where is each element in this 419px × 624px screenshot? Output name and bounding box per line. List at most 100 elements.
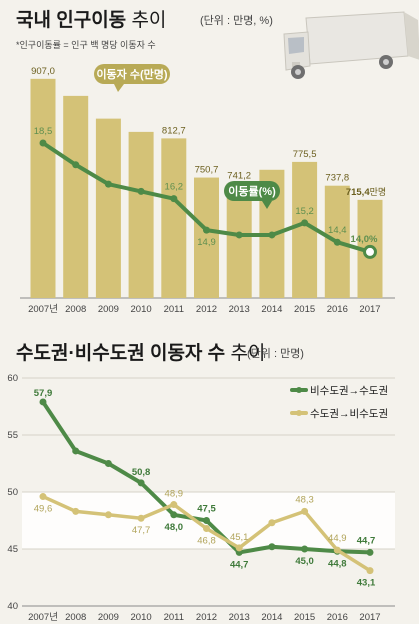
y-tick-label: 55: [7, 430, 18, 441]
bottom-chart-svg: 60 55 50 45 40 57,9 50,8 48,0 47,5 44,7 45,0 44,8 4…: [7, 373, 395, 623]
x-tick-label: 2013: [229, 612, 250, 623]
bar-value-label: 715,4만명: [346, 187, 386, 198]
rate-value-label: 14,4: [328, 225, 347, 236]
rate-point: [301, 219, 309, 227]
x-tick-label: 2012: [196, 304, 217, 315]
series-point: [170, 511, 178, 519]
series-value-label: 47,5: [197, 504, 216, 515]
y-tick-label: 45: [7, 544, 18, 555]
top-chart-svg: 907,0 812,7 750,7 741,2 775,5 737,8 715,4만명 18…: [20, 11, 419, 315]
x-tick-label: 2014: [261, 304, 282, 315]
series-point: [39, 398, 47, 406]
y-tick-label: 50: [7, 487, 18, 498]
series-value-label: 49,6: [34, 504, 53, 515]
legend-bar-label: 이동자 수(만명): [96, 67, 167, 81]
rate-value-label: 15,2: [295, 206, 314, 217]
rate-point: [72, 161, 80, 169]
x-tick-label: 2010: [131, 612, 152, 623]
x-tick-label: 2016: [327, 304, 348, 315]
series-point: [203, 524, 210, 532]
bar-value-label: 775,5: [293, 149, 317, 160]
chart-title-main: 국내 인구이동: [16, 10, 127, 31]
rate-point: [363, 244, 377, 259]
legend-line-label: 이동률(%): [228, 184, 276, 198]
series-point: [301, 507, 309, 515]
legend-line-callout: 이동률(%): [224, 181, 280, 209]
x-tick-label: 2007년: [28, 304, 58, 315]
bar: [63, 95, 89, 298]
series-point: [137, 479, 145, 487]
series-value-label: 44,7: [357, 535, 376, 546]
series-point: [104, 511, 112, 519]
series-value-label: 45,1: [230, 532, 249, 543]
capital-region-chart: 수도권·비수도권 이동자 수 추이 (단위 : 만명) 60 55 50 45 40 5…: [0, 326, 419, 624]
series-point: [137, 514, 145, 522]
chart2-title: 수도권·비수도권 이동자 수 추이: [16, 338, 265, 365]
rate-point: [268, 231, 276, 239]
series-value-label: 57,9: [34, 388, 53, 399]
x-tick-label: 2011: [164, 612, 184, 623]
series-point: [366, 548, 374, 556]
x-tick-label: 2017: [359, 304, 380, 315]
bar: [161, 138, 187, 298]
bar: [95, 118, 121, 298]
series-value-label: 50,8: [132, 467, 151, 478]
rate-point: [333, 238, 341, 246]
population-movement-chart: 국내 인구이동 추이 (단위 : 만명, %) *인구이동률 = 인구 백 명당…: [16, 5, 419, 315]
chart-title: 국내 인구이동 추이: [16, 5, 166, 32]
rate-value-label: 16,2: [165, 182, 184, 193]
series-point: [268, 543, 276, 551]
series-value-label: 45,0: [295, 556, 314, 567]
series-point: [72, 447, 80, 455]
x-tick-label: 2015: [294, 612, 315, 623]
series-value-label: 48,0: [165, 522, 184, 533]
y-tick-label: 40: [7, 601, 18, 612]
x-tick-label: 2009: [98, 304, 119, 315]
x-tick-label: 2008: [65, 612, 86, 623]
rate-point: [170, 195, 178, 203]
series-point: [203, 517, 210, 524]
y-tick-label: 60: [7, 373, 18, 384]
series-point: [39, 493, 47, 501]
rate-value-label: 14,0%: [351, 234, 378, 245]
series-value-label: 44,7: [230, 559, 249, 570]
rate-point: [203, 226, 210, 234]
bar-value-label: 907,0: [31, 66, 55, 77]
rate-point: [39, 139, 47, 147]
series-point: [333, 546, 341, 554]
x-tick-label: 2008: [65, 304, 86, 315]
x-tick-label: 2016: [327, 612, 348, 623]
chart-unit: (단위 : 만명, %): [200, 15, 273, 27]
x-tick-label: 2015: [294, 304, 315, 315]
bar-value-label: 737,8: [325, 173, 349, 184]
series-value-label: 44,9: [328, 533, 347, 544]
x-tick-label: 2012: [196, 612, 217, 623]
x-tick-label: 2017: [359, 612, 380, 623]
x-tick-label: 2014: [261, 612, 282, 623]
chart2-title-main: 수도권·비수도권 이동자 수: [16, 343, 226, 364]
legend-bar-callout: 이동자 수(만명): [94, 64, 170, 92]
series-value-label: 43,1: [357, 578, 376, 589]
rate-point: [235, 231, 243, 239]
series-value-label: 46,8: [197, 535, 216, 546]
series-point: [268, 519, 276, 527]
rate-point: [104, 180, 112, 188]
chart2-unit: (단위 : 만명): [247, 348, 304, 360]
legend: 비수도권→수도권 수도권→비수도권: [290, 385, 388, 420]
bar-value-label: 812,7: [162, 125, 186, 136]
series-point: [104, 460, 112, 467]
x-tick-label: 2011: [164, 304, 184, 315]
chart-note: *인구이동률 = 인구 백 명당 이동자 수: [16, 40, 156, 50]
series-value-label: 47,7: [132, 525, 151, 536]
series-value-label: 44,8: [328, 558, 347, 569]
legend-label-2: 수도권→비수도권: [310, 408, 388, 420]
bar: [226, 183, 252, 298]
series-value-label: 48,3: [295, 494, 314, 505]
bar: [194, 177, 219, 298]
series-point: [235, 544, 243, 552]
bar-value-label: 750,7: [195, 165, 219, 176]
series-point: [170, 501, 178, 509]
series-point: [72, 507, 80, 515]
bar-value-label: 741,2: [227, 171, 251, 182]
series-point: [301, 545, 309, 553]
